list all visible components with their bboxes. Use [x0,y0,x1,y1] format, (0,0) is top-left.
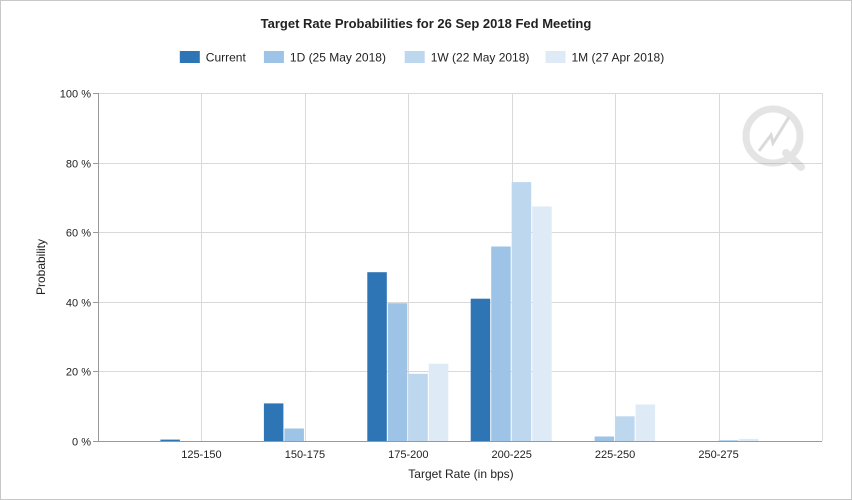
legend-swatch [179,51,200,63]
bar [263,403,284,441]
bar [635,404,656,441]
bar [491,246,511,441]
chart-title: Target Rate Probabilities for 26 Sep 201… [261,16,592,31]
grid-lines [98,93,823,442]
legend-label: Current [206,51,247,65]
legend-label: 1M (27 Apr 2018) [572,51,665,65]
y-tick-label: 0 % [72,437,91,449]
bars [160,182,759,441]
legend-label: 1D (25 May 2018) [290,51,386,65]
bar [739,438,759,441]
legend: Current 1D (25 May 2018) 1W (22 May 2018) 1… [179,51,665,65]
x-tick-label: 175-200 [388,449,428,461]
x-axis-title: Target Rate (in bps) [408,467,513,481]
legend-label: 1W (22 May 2018) [431,51,530,65]
bar [594,436,615,441]
bar [718,440,739,441]
legend-swatch [263,51,284,63]
x-tick-label: 225-250 [595,449,635,461]
x-tick-label: 125-150 [181,449,221,461]
x-tick-label: 200-225 [492,449,532,461]
bar [470,298,491,441]
bar [367,272,387,441]
bar [428,363,449,441]
x-tick-label: 150-175 [285,449,325,461]
y-axis-title: Probability [34,239,48,295]
x-tick-label: 250-275 [698,449,738,461]
bar [160,439,180,441]
bar [284,428,304,441]
bar [511,182,532,441]
legend-swatch [404,51,425,63]
watermark-logo [742,105,805,171]
legend-swatch [545,51,566,63]
x-axis-ticks: 125-150 150-175 175-200 200-225 225-250 250-2… [181,449,739,461]
bar [408,373,428,441]
y-tick-label: 20 % [66,367,91,379]
y-tick-label: 100 % [60,89,91,101]
y-tick-label: 40 % [66,298,91,310]
y-axis-ticks: 0 % 20 % 40 % 60 % 80 % 100 % [60,89,98,449]
y-tick-label: 60 % [66,228,91,240]
bar [387,303,408,441]
bar [532,206,552,441]
bar [615,416,635,441]
y-tick-label: 80 % [66,159,91,171]
